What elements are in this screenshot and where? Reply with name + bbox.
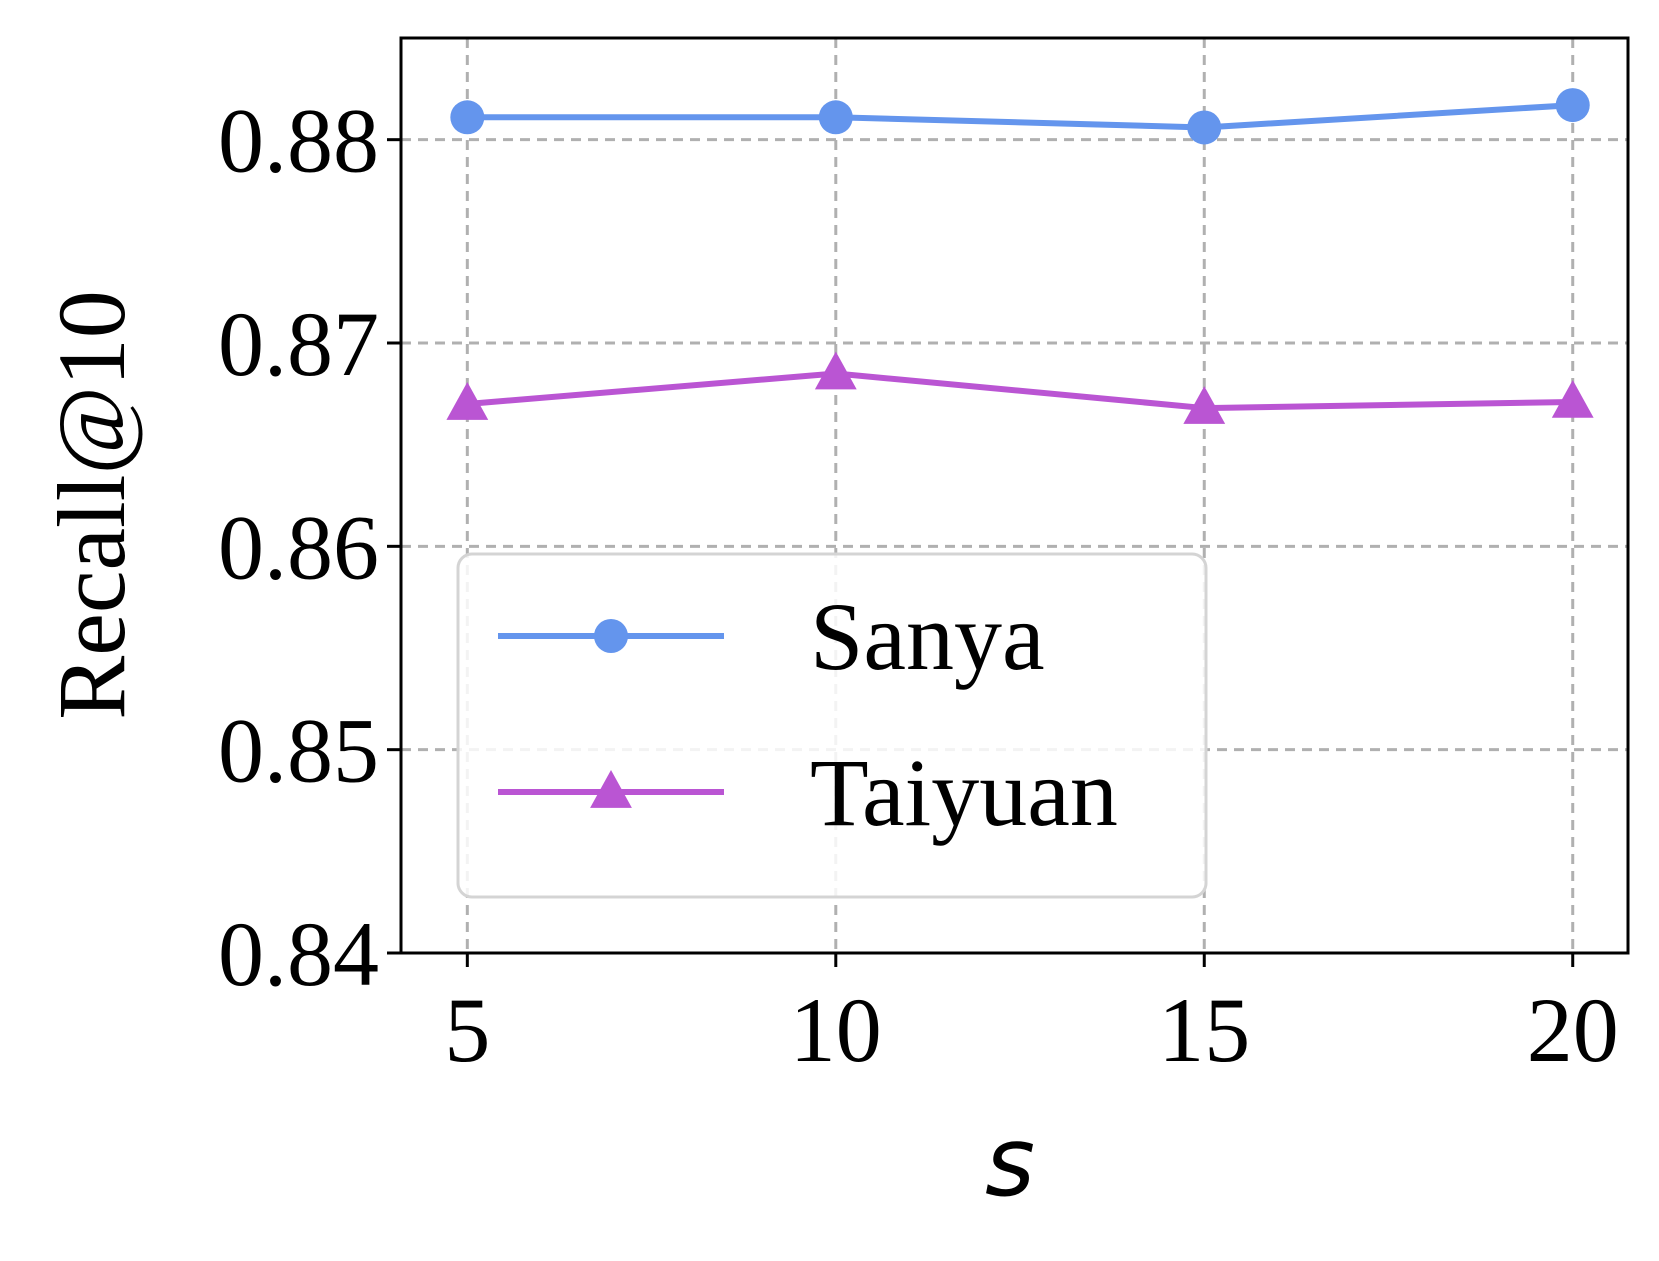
y-axis-label: Recall@10 — [38, 290, 145, 720]
data-point — [818, 100, 853, 135]
legend-label: Sanya — [810, 583, 1045, 690]
x-tick-label: 20 — [1527, 979, 1619, 1081]
plot-series — [446, 88, 1594, 424]
y-tick-label: 0.88 — [218, 90, 379, 192]
data-point — [1183, 386, 1226, 424]
data-point — [446, 382, 489, 420]
data-point — [1187, 110, 1222, 145]
y-tick-label: 0.85 — [218, 700, 379, 802]
y-tick-label: 0.87 — [218, 293, 379, 395]
legend: Sanya Taiyuan — [456, 552, 1208, 899]
data-point — [1555, 88, 1590, 123]
y-tick-label: 0.84 — [218, 903, 379, 1005]
axes: 5 10 15 20 0.84 0.85 0.86 0.87 0.88 — [218, 36, 1630, 1081]
data-point — [1551, 379, 1594, 418]
series-line — [467, 102, 1573, 131]
x-tick-label: 5 — [444, 979, 490, 1081]
x-axis-label: s — [985, 1106, 1035, 1218]
series-line — [467, 370, 1573, 412]
legend-label: Taiyuan — [810, 739, 1118, 846]
legend-box — [456, 552, 1208, 899]
x-tick-label: 10 — [790, 979, 882, 1081]
legend-marker — [594, 619, 628, 653]
data-point — [450, 100, 485, 135]
legend-marker — [590, 770, 632, 808]
y-tick-label: 0.86 — [218, 496, 379, 598]
x-tick-label: 15 — [1158, 979, 1250, 1081]
series-taiyuan — [446, 351, 1594, 424]
series-sanya — [450, 88, 1590, 145]
data-point — [814, 351, 857, 390]
plot-frame — [399, 36, 1630, 955]
